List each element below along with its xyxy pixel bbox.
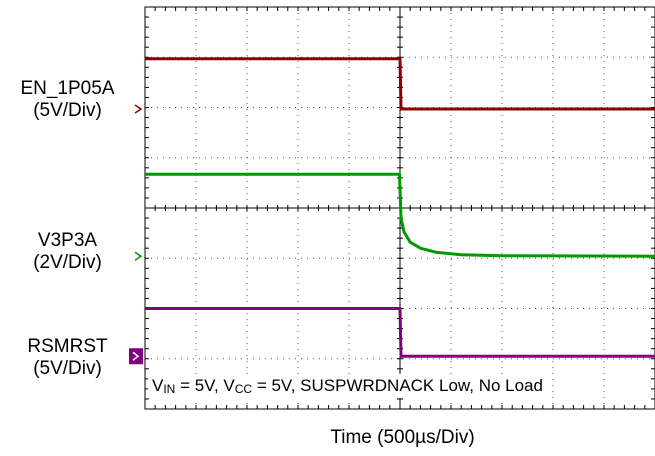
series-name: EN_1P05A (20, 78, 115, 99)
scope-traces (145, 57, 655, 358)
test-conditions-annotation: VIN = 5V, VCC = 5V, SUSPWRDNACK Low, No … (148, 374, 547, 398)
channel-label-rsmrst: RSMRST (5V/Div) (0, 336, 135, 380)
trace-v3p3a (145, 172, 655, 258)
trace-rsmrst (145, 307, 655, 358)
channel-markers (129, 104, 143, 365)
series-scale: (5V/Div) (33, 100, 102, 121)
channel-marker-chevron (132, 351, 140, 361)
channel-marker-v3p3a (134, 251, 143, 261)
channel-label-en-1p05a: EN_1P05A (5V/Div) (0, 78, 135, 122)
trace-en-1p05a (145, 57, 655, 111)
series-scale: (5V/Div) (33, 358, 102, 379)
channel-label-v3p3a: V3P3A (2V/Div) (0, 230, 135, 274)
channel-marker-rsmrst (129, 348, 143, 365)
series-scale: (2V/Div) (33, 252, 102, 273)
x-axis-label: Time (500µs/Div) (330, 427, 475, 448)
series-name: V3P3A (37, 230, 98, 251)
series-name: RSMRST (27, 336, 108, 357)
channel-marker-en-1p05a (134, 104, 143, 114)
